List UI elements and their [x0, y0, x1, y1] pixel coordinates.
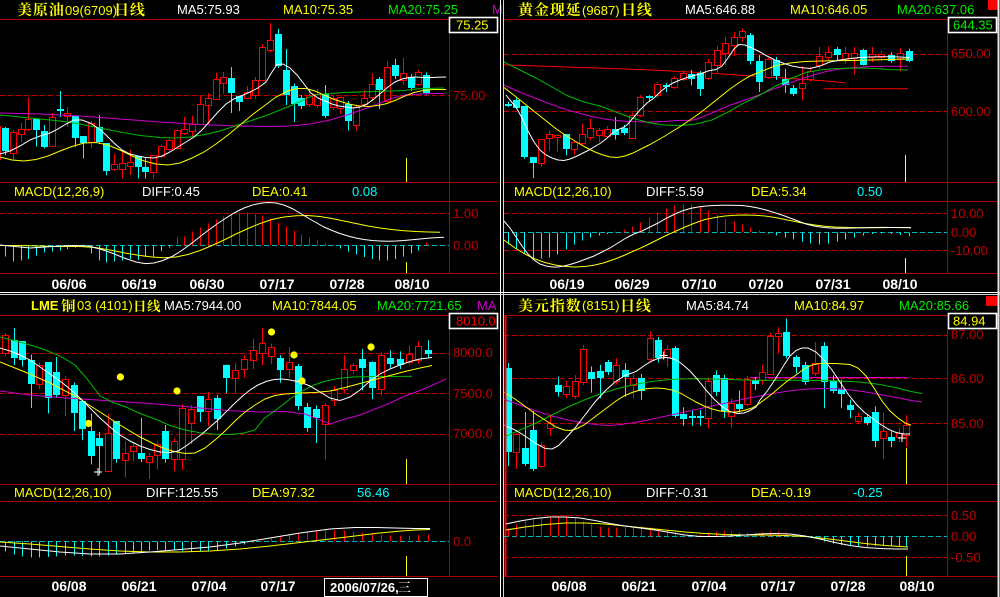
svg-text:650.00: 650.00 — [951, 46, 991, 61]
svg-text:06/06: 06/06 — [51, 276, 86, 292]
svg-text:0.08: 0.08 — [352, 184, 377, 199]
svg-text:MACD(12,26,10): MACD(12,26,10) — [514, 184, 612, 199]
svg-text:0.00: 0.00 — [951, 529, 976, 544]
svg-text:85.00: 85.00 — [951, 416, 984, 431]
svg-text:06/21: 06/21 — [121, 578, 156, 594]
svg-text:MA20:85.66: MA20:85.66 — [899, 298, 969, 313]
svg-text:75.00: 75.00 — [453, 88, 486, 103]
svg-text:86.00: 86.00 — [951, 371, 984, 386]
svg-text:DEA:97.32: DEA:97.32 — [252, 485, 315, 500]
svg-text:MACD(12,26,10): MACD(12,26,10) — [14, 485, 112, 500]
svg-text:MA10:84.97: MA10:84.97 — [794, 298, 864, 313]
svg-text:0.00: 0.00 — [951, 225, 976, 240]
svg-text:06/08: 06/08 — [51, 578, 86, 594]
svg-text:06/19: 06/19 — [121, 276, 156, 292]
svg-text:7500.0: 7500.0 — [453, 386, 493, 401]
svg-text:07/17: 07/17 — [760, 578, 795, 594]
svg-text:8010.0: 8010.0 — [456, 314, 496, 329]
svg-text:06/19: 06/19 — [549, 276, 584, 292]
svg-text:08/10: 08/10 — [882, 276, 917, 292]
svg-text:03 (4101): 03 (4101) — [77, 298, 133, 313]
svg-text:0.00: 0.00 — [453, 238, 478, 253]
svg-text:MA20:7721.65: MA20:7721.65 — [377, 298, 462, 313]
svg-text:07/28: 07/28 — [830, 578, 865, 594]
svg-text:-10.00: -10.00 — [951, 243, 988, 258]
svg-text:7000.0: 7000.0 — [453, 426, 493, 441]
svg-text:644.35: 644.35 — [953, 18, 993, 33]
svg-text:87.00: 87.00 — [951, 327, 984, 342]
svg-text:07/31: 07/31 — [815, 276, 850, 292]
svg-text:(8151): (8151) — [582, 298, 620, 313]
svg-text:2006/07/26,: 2006/07/26, — [330, 580, 399, 595]
svg-text:07/20: 07/20 — [748, 276, 783, 292]
svg-text:07/17: 07/17 — [260, 578, 295, 594]
svg-text:LME: LME — [31, 298, 59, 313]
svg-text:1.00: 1.00 — [453, 206, 478, 221]
svg-text:(9687): (9687) — [582, 3, 620, 18]
svg-text:06/29: 06/29 — [614, 276, 649, 292]
svg-text:-0.50: -0.50 — [951, 550, 981, 565]
svg-text:MA20:637.06: MA20:637.06 — [897, 2, 974, 17]
svg-text:09(6709): 09(6709) — [65, 3, 117, 18]
svg-text:10.00: 10.00 — [951, 206, 984, 221]
svg-text:MA5:75.93: MA5:75.93 — [177, 2, 240, 17]
svg-text:-0.25: -0.25 — [853, 485, 883, 500]
svg-text:56.46: 56.46 — [357, 485, 390, 500]
svg-text:MA: MA — [477, 298, 497, 313]
svg-text:07/17: 07/17 — [259, 276, 294, 292]
svg-text:08/10: 08/10 — [394, 276, 429, 292]
svg-text:MA5:7944.00: MA5:7944.00 — [164, 298, 241, 313]
svg-text:DEA:-0.19: DEA:-0.19 — [751, 485, 811, 500]
svg-text:600.00: 600.00 — [951, 104, 991, 119]
svg-text:MA10:7844.05: MA10:7844.05 — [272, 298, 357, 313]
svg-text:06/30: 06/30 — [189, 276, 224, 292]
svg-text:MA5:646.88: MA5:646.88 — [685, 2, 755, 17]
svg-text:DIFF:0.45: DIFF:0.45 — [142, 184, 200, 199]
svg-text:0.0: 0.0 — [453, 534, 471, 549]
svg-text:DEA:0.41: DEA:0.41 — [252, 184, 308, 199]
svg-text:0.50: 0.50 — [857, 184, 882, 199]
svg-text:07/04: 07/04 — [691, 578, 726, 594]
svg-text:8000.0: 8000.0 — [453, 345, 493, 360]
svg-text:06/21: 06/21 — [621, 578, 656, 594]
svg-text:MA10:75.35: MA10:75.35 — [283, 2, 353, 17]
svg-text:DIFF:5.59: DIFF:5.59 — [646, 184, 704, 199]
svg-text:MA10:646.05: MA10:646.05 — [790, 2, 867, 17]
svg-text:0.50: 0.50 — [951, 508, 976, 523]
svg-text:DIFF:-0.31: DIFF:-0.31 — [646, 485, 708, 500]
svg-text:MACD(12,26,10): MACD(12,26,10) — [514, 485, 612, 500]
svg-text:08/10: 08/10 — [899, 578, 934, 594]
svg-text:MACD(12,26,9): MACD(12,26,9) — [14, 184, 104, 199]
svg-text:07/10: 07/10 — [681, 276, 716, 292]
svg-text:07/04: 07/04 — [191, 578, 226, 594]
svg-text:DIFF:125.55: DIFF:125.55 — [146, 485, 218, 500]
svg-text:MA5:84.74: MA5:84.74 — [686, 298, 749, 313]
svg-text:75.25: 75.25 — [456, 18, 489, 33]
svg-text:07/28: 07/28 — [329, 276, 364, 292]
svg-text:MA20:75.25: MA20:75.25 — [388, 2, 458, 17]
svg-text:M: M — [492, 2, 503, 17]
svg-text:84.94: 84.94 — [953, 314, 986, 329]
svg-text:06/08: 06/08 — [551, 578, 586, 594]
svg-text:DEA:5.34: DEA:5.34 — [751, 184, 807, 199]
